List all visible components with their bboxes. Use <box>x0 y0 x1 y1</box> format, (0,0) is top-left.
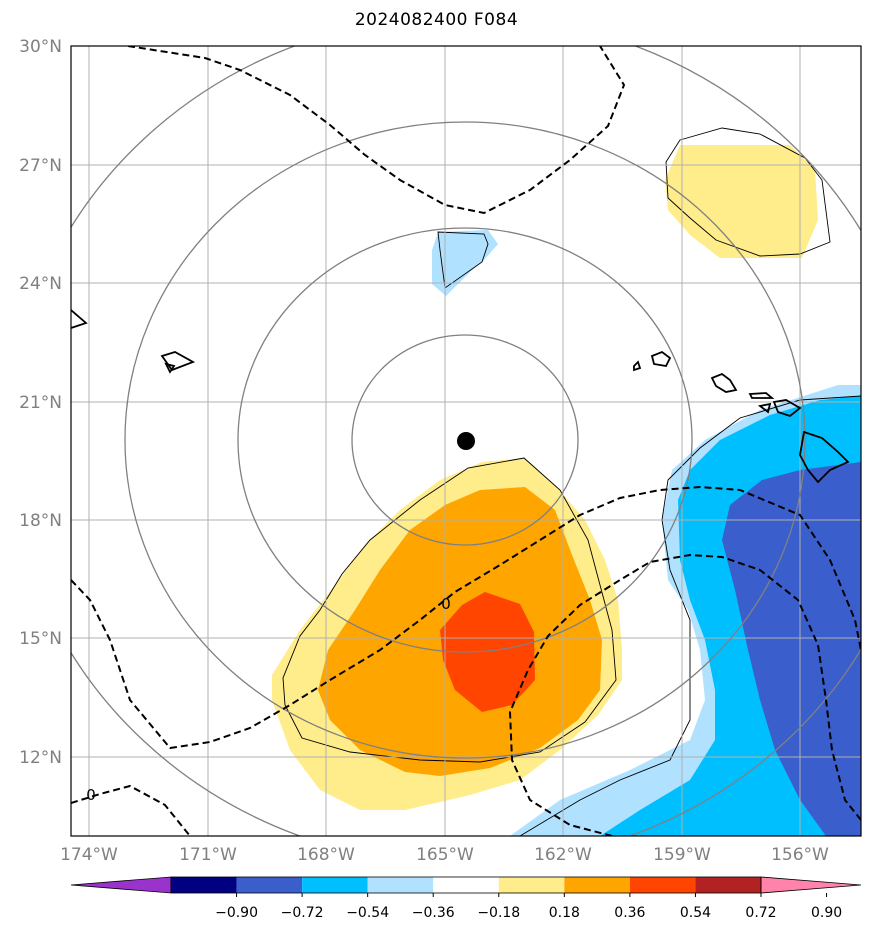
colorbar-swatch <box>171 877 237 893</box>
positive-anomaly-southwest <box>272 458 622 810</box>
colorbar-swatch <box>564 877 630 893</box>
map-frame <box>70 45 862 837</box>
lon-label: 162°W <box>534 845 592 865</box>
colorbar-tick-label: −0.18 <box>477 905 520 921</box>
range-rings <box>71 46 861 836</box>
storm-center-marker <box>457 432 475 450</box>
colorbar-tick-label: −0.72 <box>281 905 324 921</box>
colorbar-extend-max <box>760 876 862 894</box>
colorbar-tick-label: 0.36 <box>614 905 645 921</box>
contour-label: 0 <box>441 595 451 613</box>
coastlines <box>71 309 850 484</box>
lat-label: 24°N <box>19 274 62 294</box>
lat-label: 12°N <box>19 748 62 768</box>
lon-label: 165°W <box>416 845 474 865</box>
lon-label: 171°W <box>179 845 237 865</box>
longitude-labels: 174°W 171°W 168°W 165°W 162°W 159°W 156°… <box>60 845 829 865</box>
contour-label: 0 <box>86 786 96 804</box>
colorbar-swatch <box>695 877 761 893</box>
colorbar-tick-label: −0.36 <box>412 905 455 921</box>
lat-label: 30°N <box>19 37 62 57</box>
lat-label: 15°N <box>19 629 62 649</box>
lon-label: 168°W <box>297 845 355 865</box>
colorbar-swatch <box>629 877 696 893</box>
colorbar-frame <box>170 876 762 894</box>
lat-label: 18°N <box>19 511 62 531</box>
lon-label: 156°W <box>771 845 829 865</box>
colorbar-swatch <box>433 877 499 893</box>
lat-label: 21°N <box>19 393 62 413</box>
negative-anomaly-north <box>432 230 498 296</box>
zero-contours <box>71 46 861 836</box>
colorbar-extend-min <box>70 876 172 894</box>
lon-label: 174°W <box>60 845 118 865</box>
colorbar-swatch <box>236 877 303 893</box>
map-title: 2024082400 F084 <box>354 10 519 30</box>
colorbar-tick-label: 0.18 <box>549 905 580 921</box>
colorbar-swatch <box>498 877 565 893</box>
colorbar: −0.90 −0.72 −0.54 −0.36 −0.18 0.18 0.36 0.54 0.7… <box>70 876 862 921</box>
colorbar-swatch <box>367 877 434 893</box>
colorbar-swatch <box>302 877 368 893</box>
colorbar-tick-label: −0.90 <box>215 905 258 921</box>
colorbar-tick-label: 0.54 <box>680 905 711 921</box>
latitude-labels: 30°N 27°N 24°N 21°N 18°N 15°N 12°N <box>19 37 62 768</box>
colorbar-tick-label: 0.90 <box>811 905 842 921</box>
graticule <box>71 46 861 836</box>
lon-label: 159°W <box>653 845 711 865</box>
lat-label: 27°N <box>19 156 62 176</box>
map-layers <box>71 46 861 836</box>
colorbar-tick-label: 0.72 <box>745 905 776 921</box>
colorbar-tick-label: −0.54 <box>346 905 389 921</box>
